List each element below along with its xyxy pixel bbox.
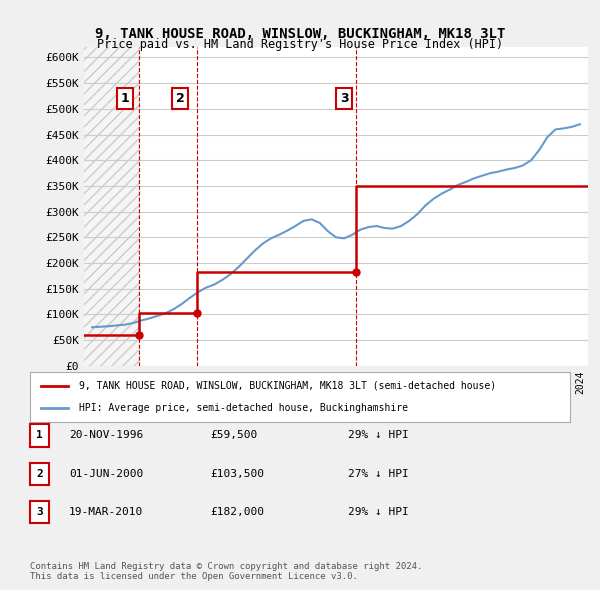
Text: Contains HM Land Registry data © Crown copyright and database right 2024.
This d: Contains HM Land Registry data © Crown c… (30, 562, 422, 581)
Text: £182,000: £182,000 (210, 507, 264, 517)
Text: 9, TANK HOUSE ROAD, WINSLOW, BUCKINGHAM, MK18 3LT (semi-detached house): 9, TANK HOUSE ROAD, WINSLOW, BUCKINGHAM,… (79, 381, 496, 391)
Text: 2: 2 (176, 92, 184, 105)
Text: Price paid vs. HM Land Registry's House Price Index (HPI): Price paid vs. HM Land Registry's House … (97, 38, 503, 51)
Text: 2: 2 (36, 469, 43, 478)
Text: 1: 1 (36, 431, 43, 440)
Text: 1: 1 (120, 92, 129, 105)
Text: 19-MAR-2010: 19-MAR-2010 (69, 507, 143, 517)
Text: £59,500: £59,500 (210, 431, 257, 440)
Text: 3: 3 (36, 507, 43, 517)
Text: 9, TANK HOUSE ROAD, WINSLOW, BUCKINGHAM, MK18 3LT: 9, TANK HOUSE ROAD, WINSLOW, BUCKINGHAM,… (95, 27, 505, 41)
Text: 01-JUN-2000: 01-JUN-2000 (69, 469, 143, 478)
Text: 29% ↓ HPI: 29% ↓ HPI (348, 431, 409, 440)
Text: 27% ↓ HPI: 27% ↓ HPI (348, 469, 409, 478)
Text: £103,500: £103,500 (210, 469, 264, 478)
Text: HPI: Average price, semi-detached house, Buckinghamshire: HPI: Average price, semi-detached house,… (79, 403, 407, 413)
Text: 29% ↓ HPI: 29% ↓ HPI (348, 507, 409, 517)
Text: 20-NOV-1996: 20-NOV-1996 (69, 431, 143, 440)
Text: 3: 3 (340, 92, 349, 105)
